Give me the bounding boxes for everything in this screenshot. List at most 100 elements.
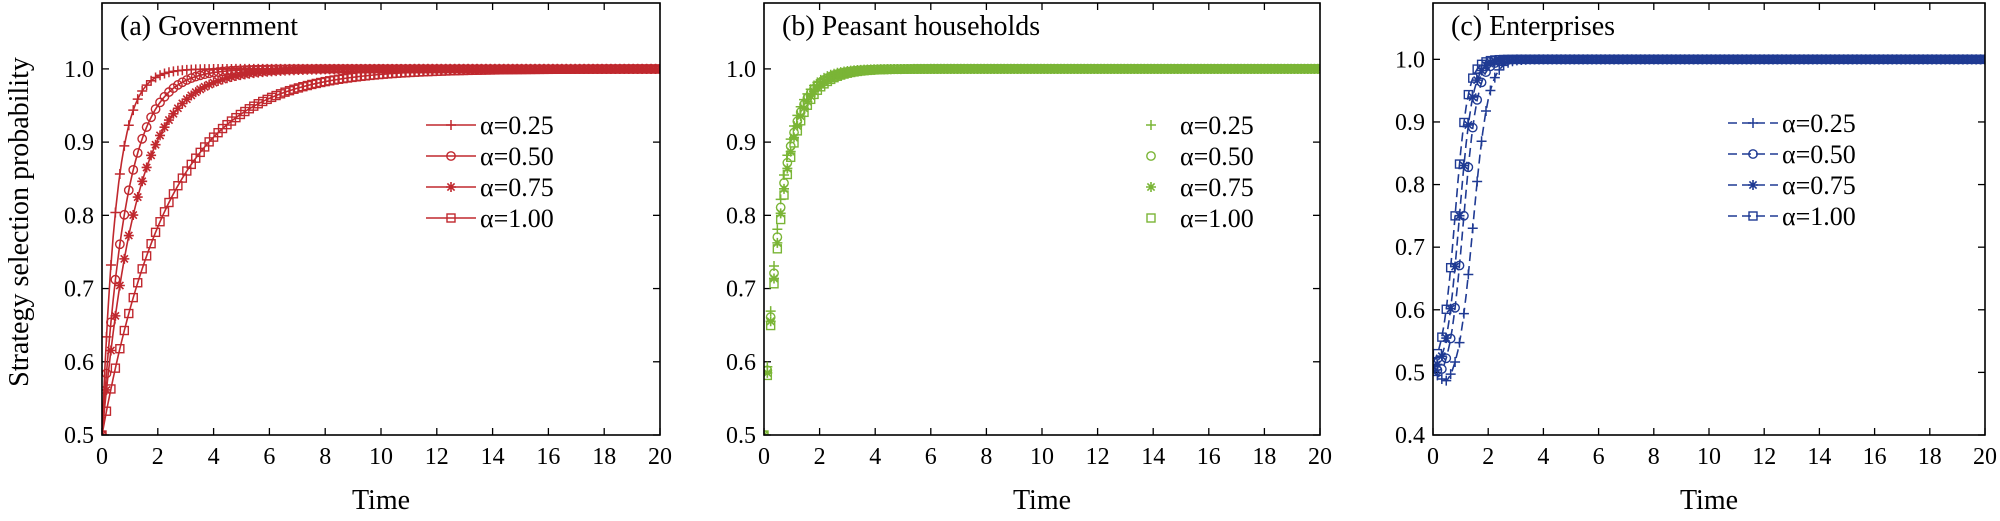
square-marker xyxy=(789,138,799,148)
x-tick-label: 2 xyxy=(814,444,826,470)
series-line xyxy=(102,68,660,435)
plot-frame xyxy=(1432,2,1986,436)
star-marker xyxy=(177,98,188,109)
square-marker xyxy=(785,152,796,163)
y-tick-label: 0.5 xyxy=(64,423,94,449)
square-marker xyxy=(159,207,170,217)
plus-marker xyxy=(119,140,130,151)
legend-plus-marker xyxy=(446,120,456,130)
legend-square-marker xyxy=(1146,213,1156,223)
square-marker xyxy=(106,384,116,394)
plus-marker xyxy=(155,70,166,81)
y-tick-label: 0.6 xyxy=(64,350,94,376)
legend-circle-marker xyxy=(1146,151,1156,161)
y-tick-label: 1.0 xyxy=(1395,47,1425,73)
plus-marker xyxy=(1489,72,1500,83)
plus-marker xyxy=(132,94,143,105)
x-tick-label: 20 xyxy=(1308,444,1332,470)
legend-circle-marker xyxy=(1748,149,1758,159)
star-marker xyxy=(779,183,790,194)
star-marker xyxy=(155,130,166,141)
legend-label: α=1.00 xyxy=(1782,202,1856,231)
square-marker xyxy=(128,292,138,303)
square-marker xyxy=(110,363,121,373)
legend-label: α=0.25 xyxy=(1180,111,1254,140)
panel-title: (c) Enterprises xyxy=(1451,11,1615,42)
x-tick-label: 4 xyxy=(1537,444,1549,470)
star-marker xyxy=(769,273,780,284)
star-marker xyxy=(775,208,786,219)
legend-square-marker xyxy=(1748,211,1758,221)
x-tick-label: 14 xyxy=(481,444,505,470)
y-tick-label: 0.5 xyxy=(726,423,756,449)
plus-marker xyxy=(765,306,776,317)
x-tick-label: 16 xyxy=(1863,444,1887,470)
star-marker xyxy=(172,103,183,114)
circle-marker xyxy=(132,148,143,158)
circle-marker xyxy=(146,112,157,123)
y-tick-label: 0.9 xyxy=(726,130,756,156)
circle-marker xyxy=(141,122,152,132)
plot-frame xyxy=(101,2,661,436)
star-marker xyxy=(150,139,161,150)
chart-panel-3: 0 2 4 6 8 10 12 14 16 18 20 0.4 0.5 0.6 0.7 0.8 0.9 1.0 (c… xyxy=(1395,2,1997,516)
plus-marker xyxy=(110,207,121,218)
plus-marker xyxy=(137,85,148,96)
star-marker xyxy=(217,74,228,85)
circle-marker xyxy=(199,69,210,80)
square-marker xyxy=(155,217,165,227)
chart-panel-1: 0 2 4 6 8 10 12 14 16 18 20 0.5 0.6 0.7 0.8 0.9 1.0 (a) G… xyxy=(64,2,672,516)
legend-label: α=0.50 xyxy=(1180,142,1254,171)
x-tick-label: 12 xyxy=(1752,444,1776,470)
legend-label: α=0.75 xyxy=(1180,173,1254,202)
square-marker xyxy=(1980,54,1985,65)
plus-marker xyxy=(1454,337,1465,348)
circle-marker xyxy=(123,185,134,196)
x-tick-label: 8 xyxy=(319,444,331,470)
plot-frame xyxy=(763,2,1321,436)
plus-marker xyxy=(1476,136,1487,147)
chart-panel-2: 0 2 4 6 8 10 12 14 16 18 20 0.5 0.6 0.7 0.8 0.9 1.0 (b) P… xyxy=(726,2,1332,516)
y-tick-label: 0.6 xyxy=(1395,298,1425,324)
star-marker xyxy=(114,280,125,291)
x-tick-label: 6 xyxy=(925,444,937,470)
x-tick-label: 0 xyxy=(96,444,108,470)
legend-plus-marker xyxy=(1146,120,1156,130)
square-marker xyxy=(1441,304,1451,314)
star-marker xyxy=(119,253,130,264)
y-tick-label: 0.9 xyxy=(64,130,94,156)
series-line xyxy=(1433,58,1985,382)
square-marker xyxy=(792,126,803,136)
star-marker xyxy=(764,367,773,378)
star-marker xyxy=(186,90,197,101)
series-line xyxy=(102,68,660,435)
square-marker xyxy=(137,264,147,274)
star-marker xyxy=(204,79,215,90)
star-marker xyxy=(195,84,206,95)
series-area xyxy=(764,63,1320,435)
x-tick-label: 4 xyxy=(208,444,220,470)
x-tick-label: 8 xyxy=(1648,444,1660,470)
plus-marker xyxy=(114,168,125,179)
x-tick-label: 12 xyxy=(1086,444,1110,470)
square-marker xyxy=(775,214,786,225)
x-tick-label: 8 xyxy=(980,444,992,470)
plus-marker xyxy=(128,105,139,116)
x-tick-label: 18 xyxy=(1252,444,1276,470)
legend-label: α=0.25 xyxy=(480,111,554,140)
x-tick-label: 18 xyxy=(592,444,616,470)
panel-title: (a) Government xyxy=(120,11,298,42)
star-marker xyxy=(782,163,793,174)
plus-marker xyxy=(150,72,161,83)
square-marker xyxy=(146,239,156,249)
legend-circle-marker xyxy=(446,151,456,161)
square-marker xyxy=(782,169,793,180)
x-tick-label: 4 xyxy=(869,444,881,470)
star-marker xyxy=(105,345,116,356)
x-axis-label: Time xyxy=(1013,485,1071,516)
x-tick-label: 0 xyxy=(1427,444,1439,470)
plus-marker xyxy=(1458,308,1469,319)
circle-marker xyxy=(204,68,215,79)
circle-marker xyxy=(128,164,139,175)
